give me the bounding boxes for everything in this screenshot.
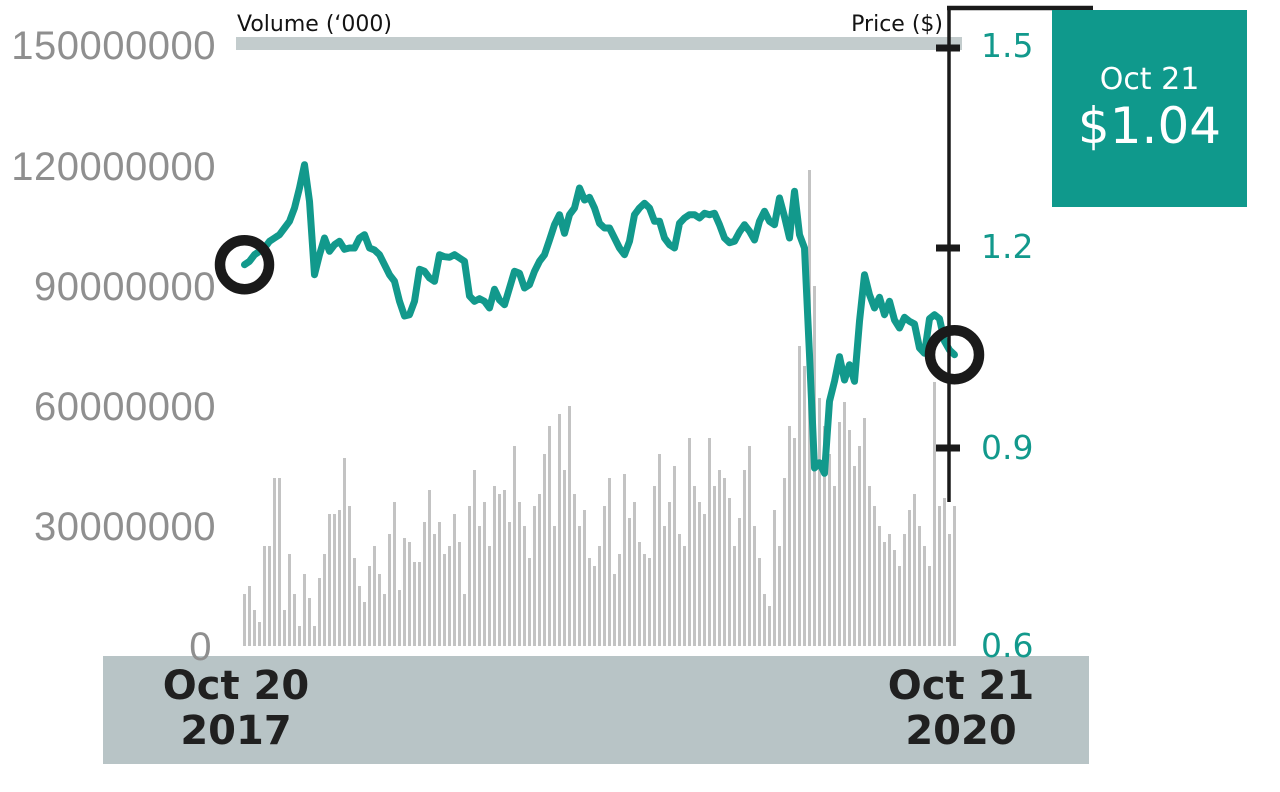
volume-tick-label-0: 0 <box>189 625 212 669</box>
price-line <box>241 161 958 477</box>
end-marker-circle <box>924 324 985 385</box>
price-tick-label-1-5: 1.5 <box>981 26 1034 65</box>
start-date-label: Oct 20 2017 <box>163 664 309 754</box>
price-axis-tick <box>936 244 960 252</box>
start-marker-circle <box>214 234 275 295</box>
price-axis-title: Price ($) <box>851 12 943 37</box>
start-date-line1: Oct 20 <box>162 663 310 709</box>
volume-tick-label-30m: 30000000 <box>34 505 216 549</box>
volume-tick-label-90m: 90000000 <box>34 265 216 309</box>
end-date-label: Oct 21 2020 <box>888 664 1034 754</box>
volume-tick-label-120m: 120000000 <box>11 145 216 189</box>
price-axis-tick <box>936 444 960 452</box>
end-date-line2: 2020 <box>905 708 1017 754</box>
price-axis-tick <box>936 44 960 52</box>
date-range-band <box>103 656 1089 764</box>
price-tick-label-1-2: 1.2 <box>981 227 1034 266</box>
volume-tick-label-150m: 150000000 <box>11 24 216 68</box>
badge-price: $1.04 <box>1077 96 1222 155</box>
start-date-line2: 2017 <box>180 708 292 754</box>
end-date-line1: Oct 21 <box>887 663 1035 709</box>
badge-date: Oct 21 <box>1099 61 1200 97</box>
volume-tick-label-60m: 60000000 <box>34 385 216 429</box>
volume-top-gridline-band <box>236 37 962 50</box>
volume-axis-title: Volume (‘000) <box>237 12 392 37</box>
volume-bars <box>243 170 956 646</box>
price-tick-label-0-6: 0.6 <box>981 626 1034 665</box>
price-callout-badge: Oct 21 $1.04 <box>1052 10 1247 207</box>
price-tick-label-0-9: 0.9 <box>981 428 1034 467</box>
